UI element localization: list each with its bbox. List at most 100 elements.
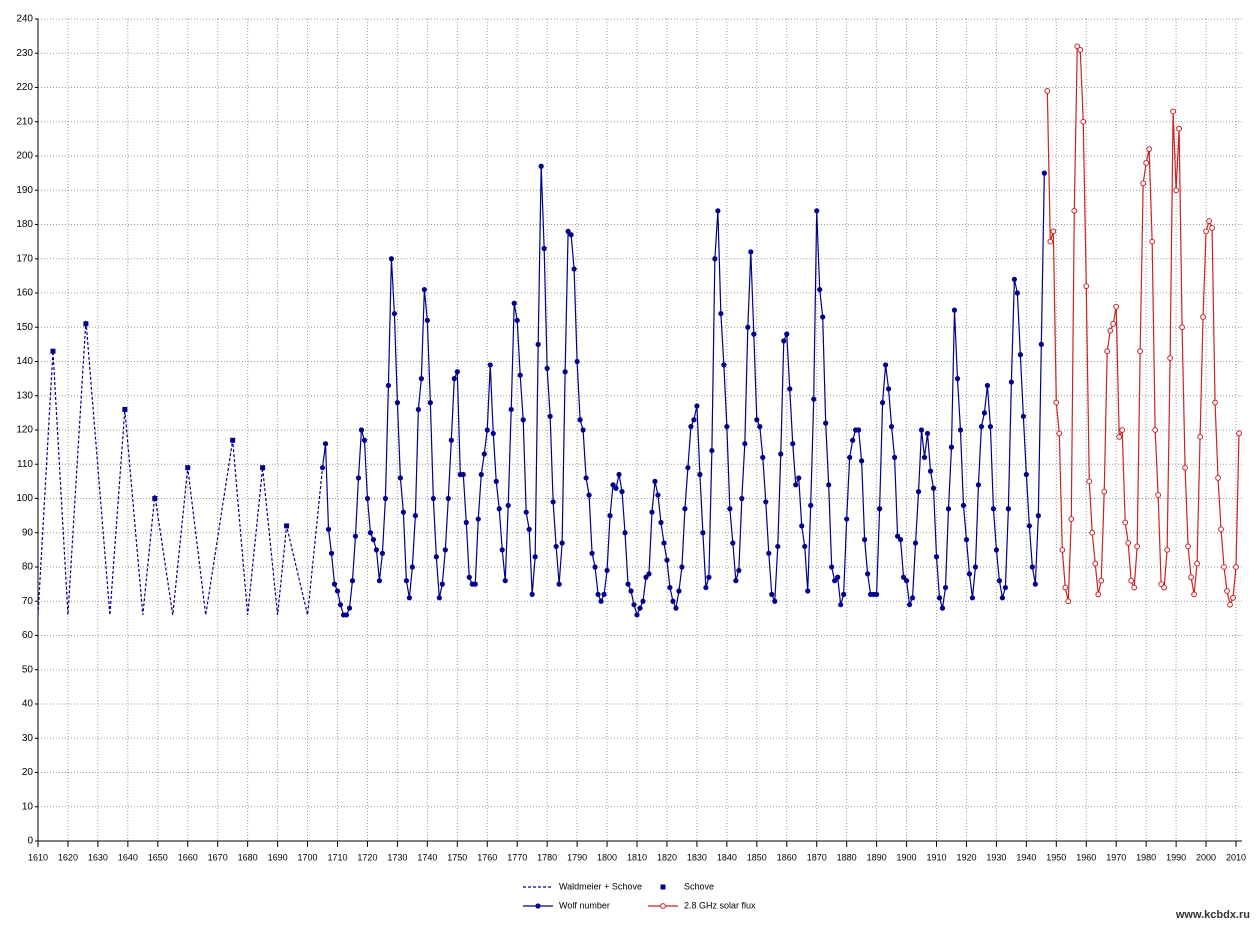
y-tick-label: 220 [16, 82, 33, 93]
x-tick-label: 1700 [298, 852, 318, 862]
data-point [595, 591, 601, 598]
y-tick-label: 20 [22, 767, 34, 778]
data-point [442, 547, 448, 553]
y-tick-label: 100 [16, 493, 33, 504]
data-point [1071, 207, 1078, 214]
x-tick-label: 1820 [657, 852, 677, 862]
x-tick-label: 1680 [238, 852, 258, 862]
data-point [517, 372, 523, 378]
data-point [891, 454, 898, 460]
data-point [769, 591, 775, 598]
data-point [763, 499, 769, 505]
data-point [1182, 464, 1188, 471]
data-point [1092, 560, 1099, 567]
data-point [978, 423, 985, 430]
data-point [697, 471, 703, 478]
x-tick-label: 1980 [1136, 852, 1156, 862]
data-point [820, 314, 826, 320]
data-point [933, 554, 940, 560]
x-tick-label: 1920 [956, 852, 976, 862]
data-point [613, 485, 619, 491]
y-tick-label: 120 [16, 425, 33, 436]
data-point [580, 427, 586, 433]
data-point [592, 564, 598, 570]
data-point [939, 605, 946, 611]
data-point [739, 495, 745, 502]
data-point [394, 400, 401, 406]
data-point [1077, 46, 1084, 53]
data-point [511, 300, 517, 306]
data-point [50, 348, 56, 354]
data-point [772, 598, 778, 604]
data-point [373, 547, 380, 553]
data-point [430, 495, 436, 502]
data-point [1122, 519, 1129, 526]
data-point [841, 591, 847, 598]
x-tick-label: 1780 [537, 852, 557, 862]
data-point [574, 358, 580, 365]
data-point [1101, 488, 1108, 495]
data-point [619, 489, 625, 495]
data-point [990, 506, 997, 512]
data-point [832, 578, 838, 584]
x-tick-label: 1970 [1106, 852, 1126, 862]
data-point [1044, 88, 1051, 94]
data-point [984, 382, 991, 389]
y-tick-label: 150 [16, 322, 33, 333]
data-point [936, 595, 943, 601]
watermark: www.kcbdx.ru [1175, 909, 1250, 921]
data-point [921, 454, 928, 460]
data-point [1191, 591, 1197, 598]
y-tick-label: 0 [27, 836, 33, 847]
data-point [328, 550, 335, 556]
data-point [945, 506, 952, 512]
data-point [508, 406, 514, 413]
x-tick-label: 1640 [118, 852, 138, 862]
data-point [1083, 283, 1090, 290]
data-point [1227, 601, 1233, 608]
data-point [1137, 348, 1144, 355]
data-point [1236, 430, 1242, 437]
data-point [640, 598, 646, 604]
data-point [817, 286, 823, 293]
data-point [1110, 320, 1117, 327]
data-point [634, 612, 640, 618]
data-point [1170, 108, 1177, 115]
y-tick-label: 30 [22, 733, 34, 744]
data-point [505, 502, 511, 508]
data-point [604, 567, 610, 574]
legend-marker [660, 903, 666, 909]
data-point [838, 602, 844, 608]
data-point [1050, 228, 1057, 235]
data-point [993, 547, 1000, 553]
data-point [445, 495, 451, 502]
data-point [1146, 146, 1153, 153]
data-point [583, 475, 589, 481]
data-point [1089, 529, 1096, 536]
data-point [652, 478, 658, 484]
data-point [152, 496, 158, 501]
data-point [607, 513, 613, 519]
y-tick-label: 60 [22, 630, 34, 641]
data-point [948, 444, 955, 450]
data-point [658, 519, 664, 526]
data-point [1047, 238, 1054, 245]
data-point [897, 537, 904, 543]
y-tick-label: 50 [22, 664, 34, 675]
x-tick-label: 1860 [777, 852, 797, 862]
data-point [829, 564, 835, 570]
data-point [451, 376, 457, 382]
y-tick-label: 240 [16, 14, 33, 25]
data-point [1053, 399, 1060, 406]
data-point [754, 417, 760, 423]
data-point [960, 502, 967, 508]
data-point [999, 595, 1005, 601]
series-line [321, 166, 1045, 617]
x-tick-label: 1870 [807, 852, 827, 862]
x-tick-label: 1710 [327, 852, 347, 862]
data-point [745, 324, 751, 330]
y-tick-label: 170 [16, 253, 33, 264]
data-point [766, 550, 772, 556]
data-point [403, 578, 409, 584]
